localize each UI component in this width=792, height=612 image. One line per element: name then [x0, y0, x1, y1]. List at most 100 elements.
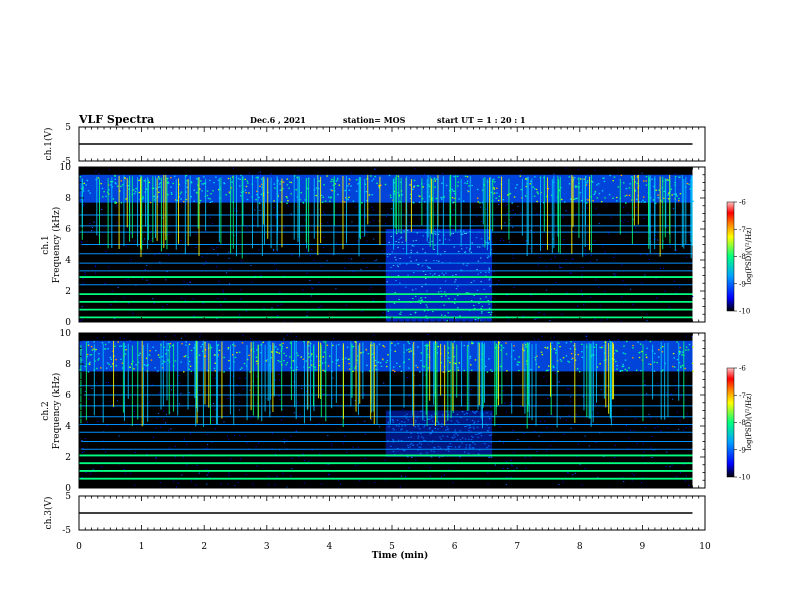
noise-speck [282, 473, 284, 475]
noise-burst-speck [459, 230, 462, 232]
noise-burst-speck [403, 449, 406, 451]
noise-burst-speck [399, 282, 401, 284]
sferic-speck [585, 184, 588, 186]
sferic-speck [451, 197, 454, 199]
noise-speck [440, 476, 443, 478]
sferic-speck [546, 346, 549, 348]
noise-burst-speck [432, 440, 434, 442]
noise-speck [186, 444, 188, 446]
noise-burst-speck [434, 422, 436, 424]
noise-burst-speck [465, 233, 468, 235]
noise-speck [370, 287, 372, 289]
noise-speck [206, 483, 208, 485]
noise-speck [81, 476, 83, 478]
noise-speck [206, 444, 209, 446]
noise-burst-speck [470, 251, 473, 253]
noise-burst-speck [445, 449, 448, 451]
noise-speck [654, 234, 656, 236]
ch1-colorbar-gradient [726, 201, 735, 312]
sferic-speck [653, 361, 656, 363]
sferic-speck [523, 349, 526, 352]
noise-speck [680, 396, 682, 398]
sferic-speck [686, 182, 689, 185]
noise-speck [581, 274, 583, 276]
sferic-speck [337, 193, 339, 196]
noise-speck [298, 456, 300, 458]
sferic-speck [559, 345, 561, 348]
noise-speck [650, 388, 652, 390]
noise-speck [237, 482, 239, 484]
sferic-speck [389, 194, 392, 196]
sferic-speck [287, 200, 289, 202]
noise-speck [86, 421, 88, 423]
sferic-speck [557, 370, 559, 373]
sferic-speck [534, 188, 536, 190]
noise-speck [283, 227, 285, 229]
noise-speck [331, 445, 333, 447]
noise-speck [174, 335, 176, 337]
noise-speck [512, 429, 514, 431]
noise-burst-speck [409, 313, 412, 315]
noise-speck [91, 387, 93, 389]
sferic-speck [321, 201, 324, 203]
sferic-speck [88, 363, 91, 366]
sferic-speck [639, 343, 642, 345]
sferic-speck [396, 362, 398, 364]
y-tick-label: 10 [60, 163, 72, 173]
sferic-speck [674, 176, 677, 178]
noise-speck [595, 208, 597, 210]
sferic-speck [546, 347, 549, 349]
noise-speck [338, 479, 340, 481]
noise-burst-speck [424, 297, 427, 299]
noise-burst-speck [488, 256, 490, 258]
noise-burst-speck [490, 311, 493, 313]
sferic-speck [456, 175, 459, 177]
noise-speck [692, 295, 694, 297]
sferic-speck [421, 198, 424, 200]
noise-speck [635, 206, 637, 208]
sferic-speck [451, 188, 453, 191]
sferic-speck [496, 192, 498, 194]
sferic-speck [635, 369, 638, 371]
noise-speck [602, 245, 604, 247]
noise-burst-speck [460, 417, 462, 419]
noise-speck [114, 317, 116, 319]
noise-burst-speck [456, 413, 459, 415]
sferic-speck [636, 182, 639, 185]
noise-speck [201, 256, 203, 258]
noise-speck [620, 220, 623, 222]
sferic-speck [176, 199, 178, 202]
noise-speck [570, 272, 572, 274]
sferic-speck [245, 185, 248, 188]
sferic-speck [127, 185, 130, 187]
noise-speck [629, 429, 632, 431]
noise-speck [380, 315, 383, 317]
noise-speck [225, 272, 228, 274]
noise-speck [571, 258, 573, 260]
sferic-speck [692, 200, 694, 202]
sferic-speck [154, 367, 156, 369]
noise-burst-speck [490, 441, 493, 443]
noise-speck [186, 464, 188, 466]
noise-speck [525, 240, 527, 242]
noise-speck [538, 435, 540, 437]
noise-burst-speck [399, 263, 401, 265]
noise-speck [181, 474, 183, 476]
noise-speck [295, 430, 297, 432]
sferic-speck [397, 175, 400, 177]
sferic-speck [371, 180, 373, 182]
noise-speck [563, 433, 565, 435]
sferic-speck [679, 347, 681, 349]
sferic-speck [374, 359, 377, 362]
noise-speck [585, 254, 587, 256]
sferic-speck [212, 190, 214, 192]
noise-speck [662, 267, 665, 269]
noise-speck [95, 265, 97, 267]
noise-speck [101, 208, 103, 210]
noise-speck [245, 473, 247, 475]
sferic-speck [302, 201, 305, 204]
noise-burst-speck [391, 418, 394, 420]
sferic-speck [624, 202, 627, 204]
sferic-speck [249, 371, 251, 373]
sferic-speck [217, 189, 220, 191]
